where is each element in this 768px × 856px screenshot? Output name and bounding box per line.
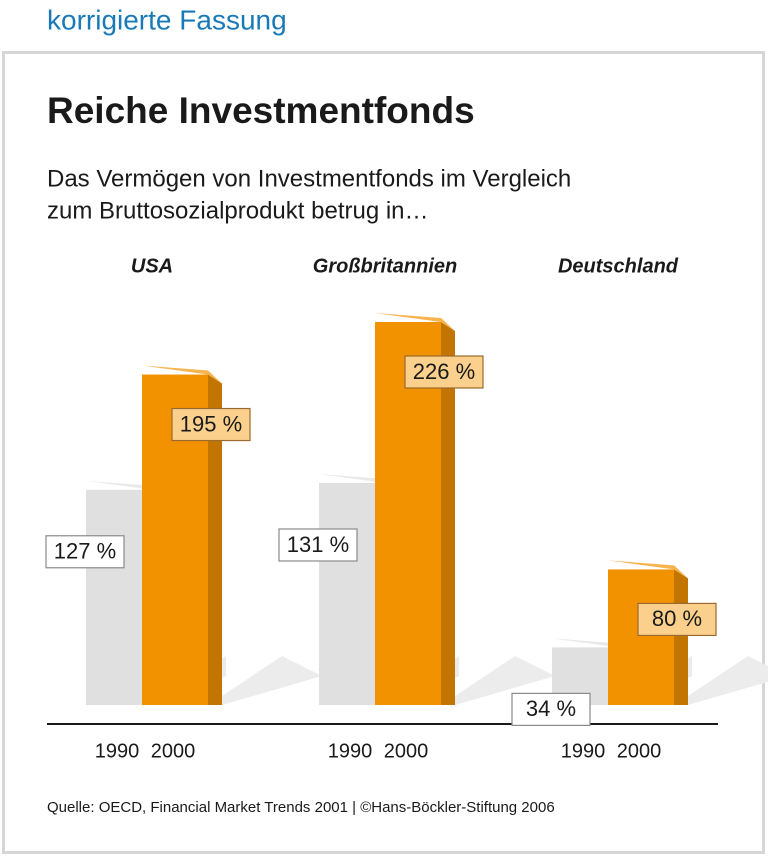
bar-shadow (455, 656, 555, 705)
bar (319, 482, 385, 705)
bar (608, 569, 674, 705)
value-label-box (511, 692, 591, 726)
bar-top (375, 313, 455, 331)
bar-top (319, 473, 399, 492)
bar-shadow (222, 656, 322, 705)
bar-top (608, 560, 688, 579)
frame (2, 51, 765, 854)
value-label: 80 % (652, 606, 702, 631)
bar-side (208, 374, 222, 705)
series-label: 2000 (151, 740, 196, 762)
bar-shadow (688, 656, 768, 705)
subtitle: zum Bruttosozialprodukt betrug in… (47, 197, 429, 224)
bar-top (86, 480, 166, 499)
bar (86, 489, 152, 705)
category-label: USA (131, 255, 173, 277)
bar-top (142, 365, 222, 384)
series-label: 2000 (384, 740, 429, 762)
series-label: 2000 (617, 740, 662, 762)
value-label-box (45, 535, 125, 569)
header: korrigierte Fassung (47, 4, 287, 35)
value-label-box (637, 602, 717, 637)
value-label: 131 % (287, 532, 349, 557)
value-label-box (171, 407, 251, 442)
source: Quelle: OECD, Financial Market Trends 20… (47, 799, 555, 816)
category-label: Deutschland (558, 255, 679, 277)
value-label: 34 % (526, 696, 576, 721)
series-label: 1990 (561, 740, 606, 762)
value-label: 127 % (54, 539, 116, 564)
value-label-box (278, 528, 358, 562)
bar-side (441, 322, 455, 705)
category-label: Großbritannien (313, 255, 457, 277)
chart-title: Reiche Investmentfonds (47, 90, 475, 131)
series-label: 1990 (95, 740, 140, 762)
bar-side (674, 569, 688, 705)
value-label-box (404, 355, 484, 389)
value-label: 195 % (180, 411, 242, 436)
bar-top (552, 638, 632, 657)
series-label: 1990 (328, 740, 373, 762)
value-label: 226 % (413, 359, 475, 384)
subtitle: Das Vermögen von Investmentfonds im Verg… (47, 165, 571, 192)
